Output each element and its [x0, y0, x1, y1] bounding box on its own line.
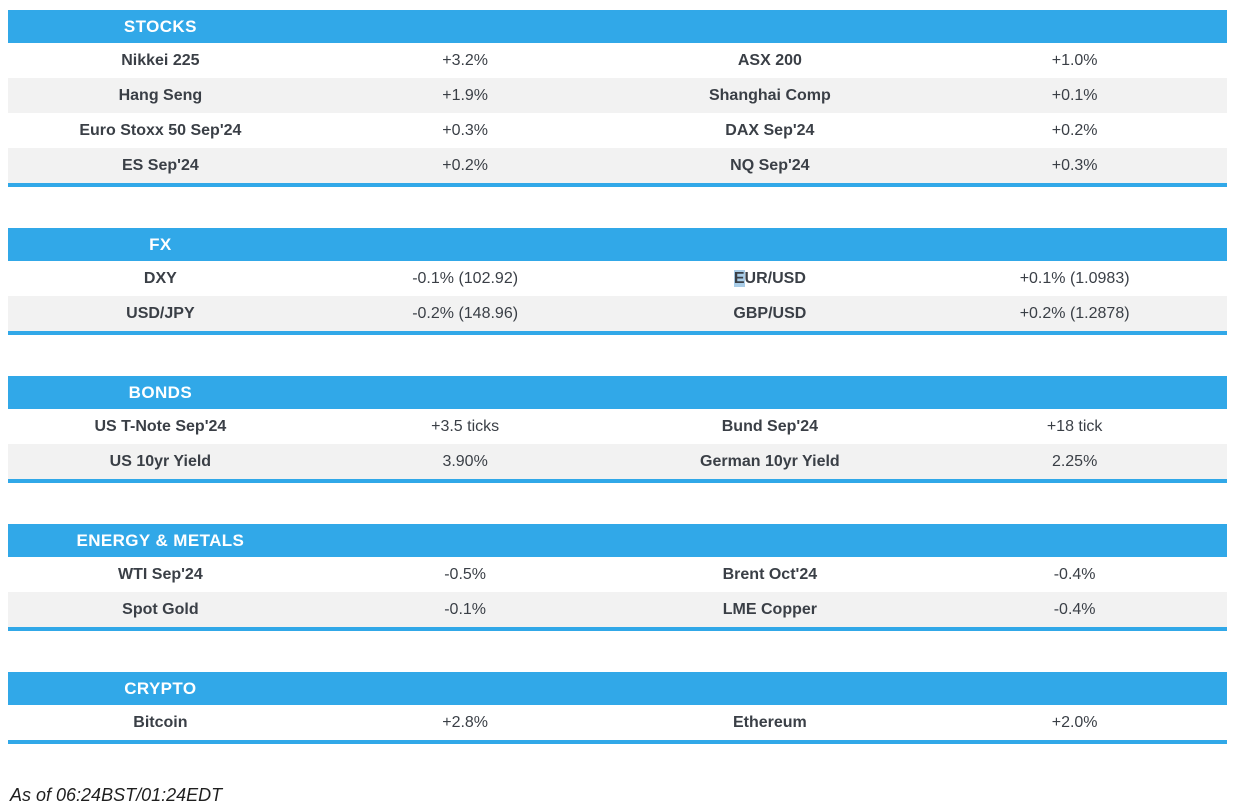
table-row: Euro Stoxx 50 Sep'24 +0.3% DAX Sep'24 +0.2% [8, 113, 1227, 148]
instrument-change: -0.1% (102.92) [412, 269, 519, 287]
section-title: CRYPTO [124, 678, 197, 698]
timestamp-note: As of 06:24BST/01:24EDT [10, 785, 223, 805]
table-row: Hang Seng +1.9% Shanghai Comp +0.1% [8, 78, 1227, 113]
instrument-name: USD/JPY [126, 304, 195, 322]
table-row: US T-Note Sep'24 +3.5 ticks Bund Sep'24 +18… [8, 409, 1227, 444]
instrument-change: -0.4% [1053, 565, 1096, 583]
instrument-change: +2.0% [1051, 713, 1098, 731]
instrument-change: +0.3% [442, 121, 489, 139]
section-header-stocks: STOCKS [8, 10, 1227, 43]
instrument-change: +2.8% [442, 713, 489, 731]
instrument-name: EUR/USD [733, 269, 806, 287]
instrument-change: +0.2% (1.2878) [1019, 304, 1130, 322]
instrument-name: NQ Sep'24 [730, 156, 810, 174]
instrument-name: GBP/USD [733, 304, 807, 322]
instrument-change: +18 tick [1046, 417, 1103, 435]
text-selection-highlight: E [733, 269, 745, 287]
instrument-change: 3.90% [442, 452, 488, 470]
section-title: FX [149, 234, 172, 254]
instrument-name: DAX Sep'24 [725, 121, 815, 139]
instrument-change: +3.2% [442, 51, 489, 69]
instrument-change: +0.3% [1051, 156, 1098, 174]
table-row: Bitcoin +2.8% Ethereum +2.0% [8, 705, 1227, 740]
section-crypto: CRYPTO Bitcoin +2.8% Ethereum +2.0% [8, 672, 1227, 744]
section-header-bonds: BONDS [8, 376, 1227, 409]
section-title: STOCKS [123, 16, 197, 36]
instrument-name: LME Copper [722, 600, 817, 618]
instrument-name: Brent Oct'24 [722, 565, 818, 583]
instrument-name: German 10yr Yield [700, 452, 840, 470]
table-row: US 10yr Yield 3.90% German 10yr Yield 2.25% [8, 444, 1227, 479]
section-fx: FX DXY -0.1% (102.92) EUR/USD +0.1% (1.0983)… [8, 228, 1227, 335]
instrument-change: 2.25% [1051, 452, 1098, 470]
instrument-change: +0.2% [1051, 121, 1098, 139]
instrument-name: ES Sep'24 [122, 156, 199, 174]
instrument-name: Spot Gold [122, 600, 199, 618]
market-sections: STOCKS Nikkei 225 +3.2% ASX 200 +1.0% Hang Se… [8, 10, 1227, 744]
section-bonds: BONDS US T-Note Sep'24 +3.5 ticks Bund Sep'… [8, 376, 1227, 483]
instrument-change: +1.0% [1051, 51, 1098, 69]
instrument-change: -0.4% [1053, 600, 1096, 618]
instrument-name: Ethereum [732, 713, 807, 731]
instrument-name: US T-Note Sep'24 [94, 417, 227, 435]
instrument-name: Euro Stoxx 50 Sep'24 [79, 121, 242, 139]
table-row: Spot Gold -0.1% LME Copper -0.4% [8, 592, 1227, 627]
section-stocks: STOCKS Nikkei 225 +3.2% ASX 200 +1.0% Hang Se… [8, 10, 1227, 187]
instrument-name: ASX 200 [737, 51, 802, 69]
table-row: USD/JPY -0.2% (148.96) GBP/USD +0.2% (1.287… [8, 296, 1227, 331]
instrument-name: DXY [143, 269, 177, 287]
table-row: DXY -0.1% (102.92) EUR/USD +0.1% (1.0983) [8, 261, 1227, 296]
section-energy-metals: ENERGY & METALS WTI Sep'24 -0.5% Brent Oct'… [8, 524, 1227, 631]
section-title: ENERGY & METALS [76, 530, 245, 550]
instrument-name: Bund Sep'24 [721, 417, 818, 435]
instrument-change: -0.1% [444, 600, 487, 618]
section-header-fx: FX [8, 228, 1227, 261]
table-row: Nikkei 225 +3.2% ASX 200 +1.0% [8, 43, 1227, 78]
instrument-change: +3.5 ticks [431, 417, 500, 435]
section-header-energy-metals: ENERGY & METALS [8, 524, 1227, 557]
section-header-crypto: CRYPTO [8, 672, 1227, 705]
instrument-change: +0.2% [442, 156, 489, 174]
instrument-change: -0.2% (148.96) [412, 304, 519, 322]
section-title: BONDS [128, 382, 193, 402]
instrument-name: Bitcoin [133, 713, 188, 731]
instrument-name: Hang Seng [118, 86, 203, 104]
instrument-change: +0.1% (1.0983) [1019, 269, 1130, 287]
instrument-change: +0.1% [1051, 86, 1098, 104]
instrument-name: Nikkei 225 [121, 51, 200, 69]
instrument-name: Shanghai Comp [708, 86, 831, 104]
instrument-change: +1.9% [442, 86, 489, 104]
instrument-name: US 10yr Yield [109, 452, 212, 470]
instrument-name: WTI Sep'24 [118, 565, 203, 583]
instrument-change: -0.5% [444, 565, 487, 583]
table-row: ES Sep'24 +0.2% NQ Sep'24 +0.3% [8, 148, 1227, 183]
table-row: WTI Sep'24 -0.5% Brent Oct'24 -0.4% [8, 557, 1227, 592]
